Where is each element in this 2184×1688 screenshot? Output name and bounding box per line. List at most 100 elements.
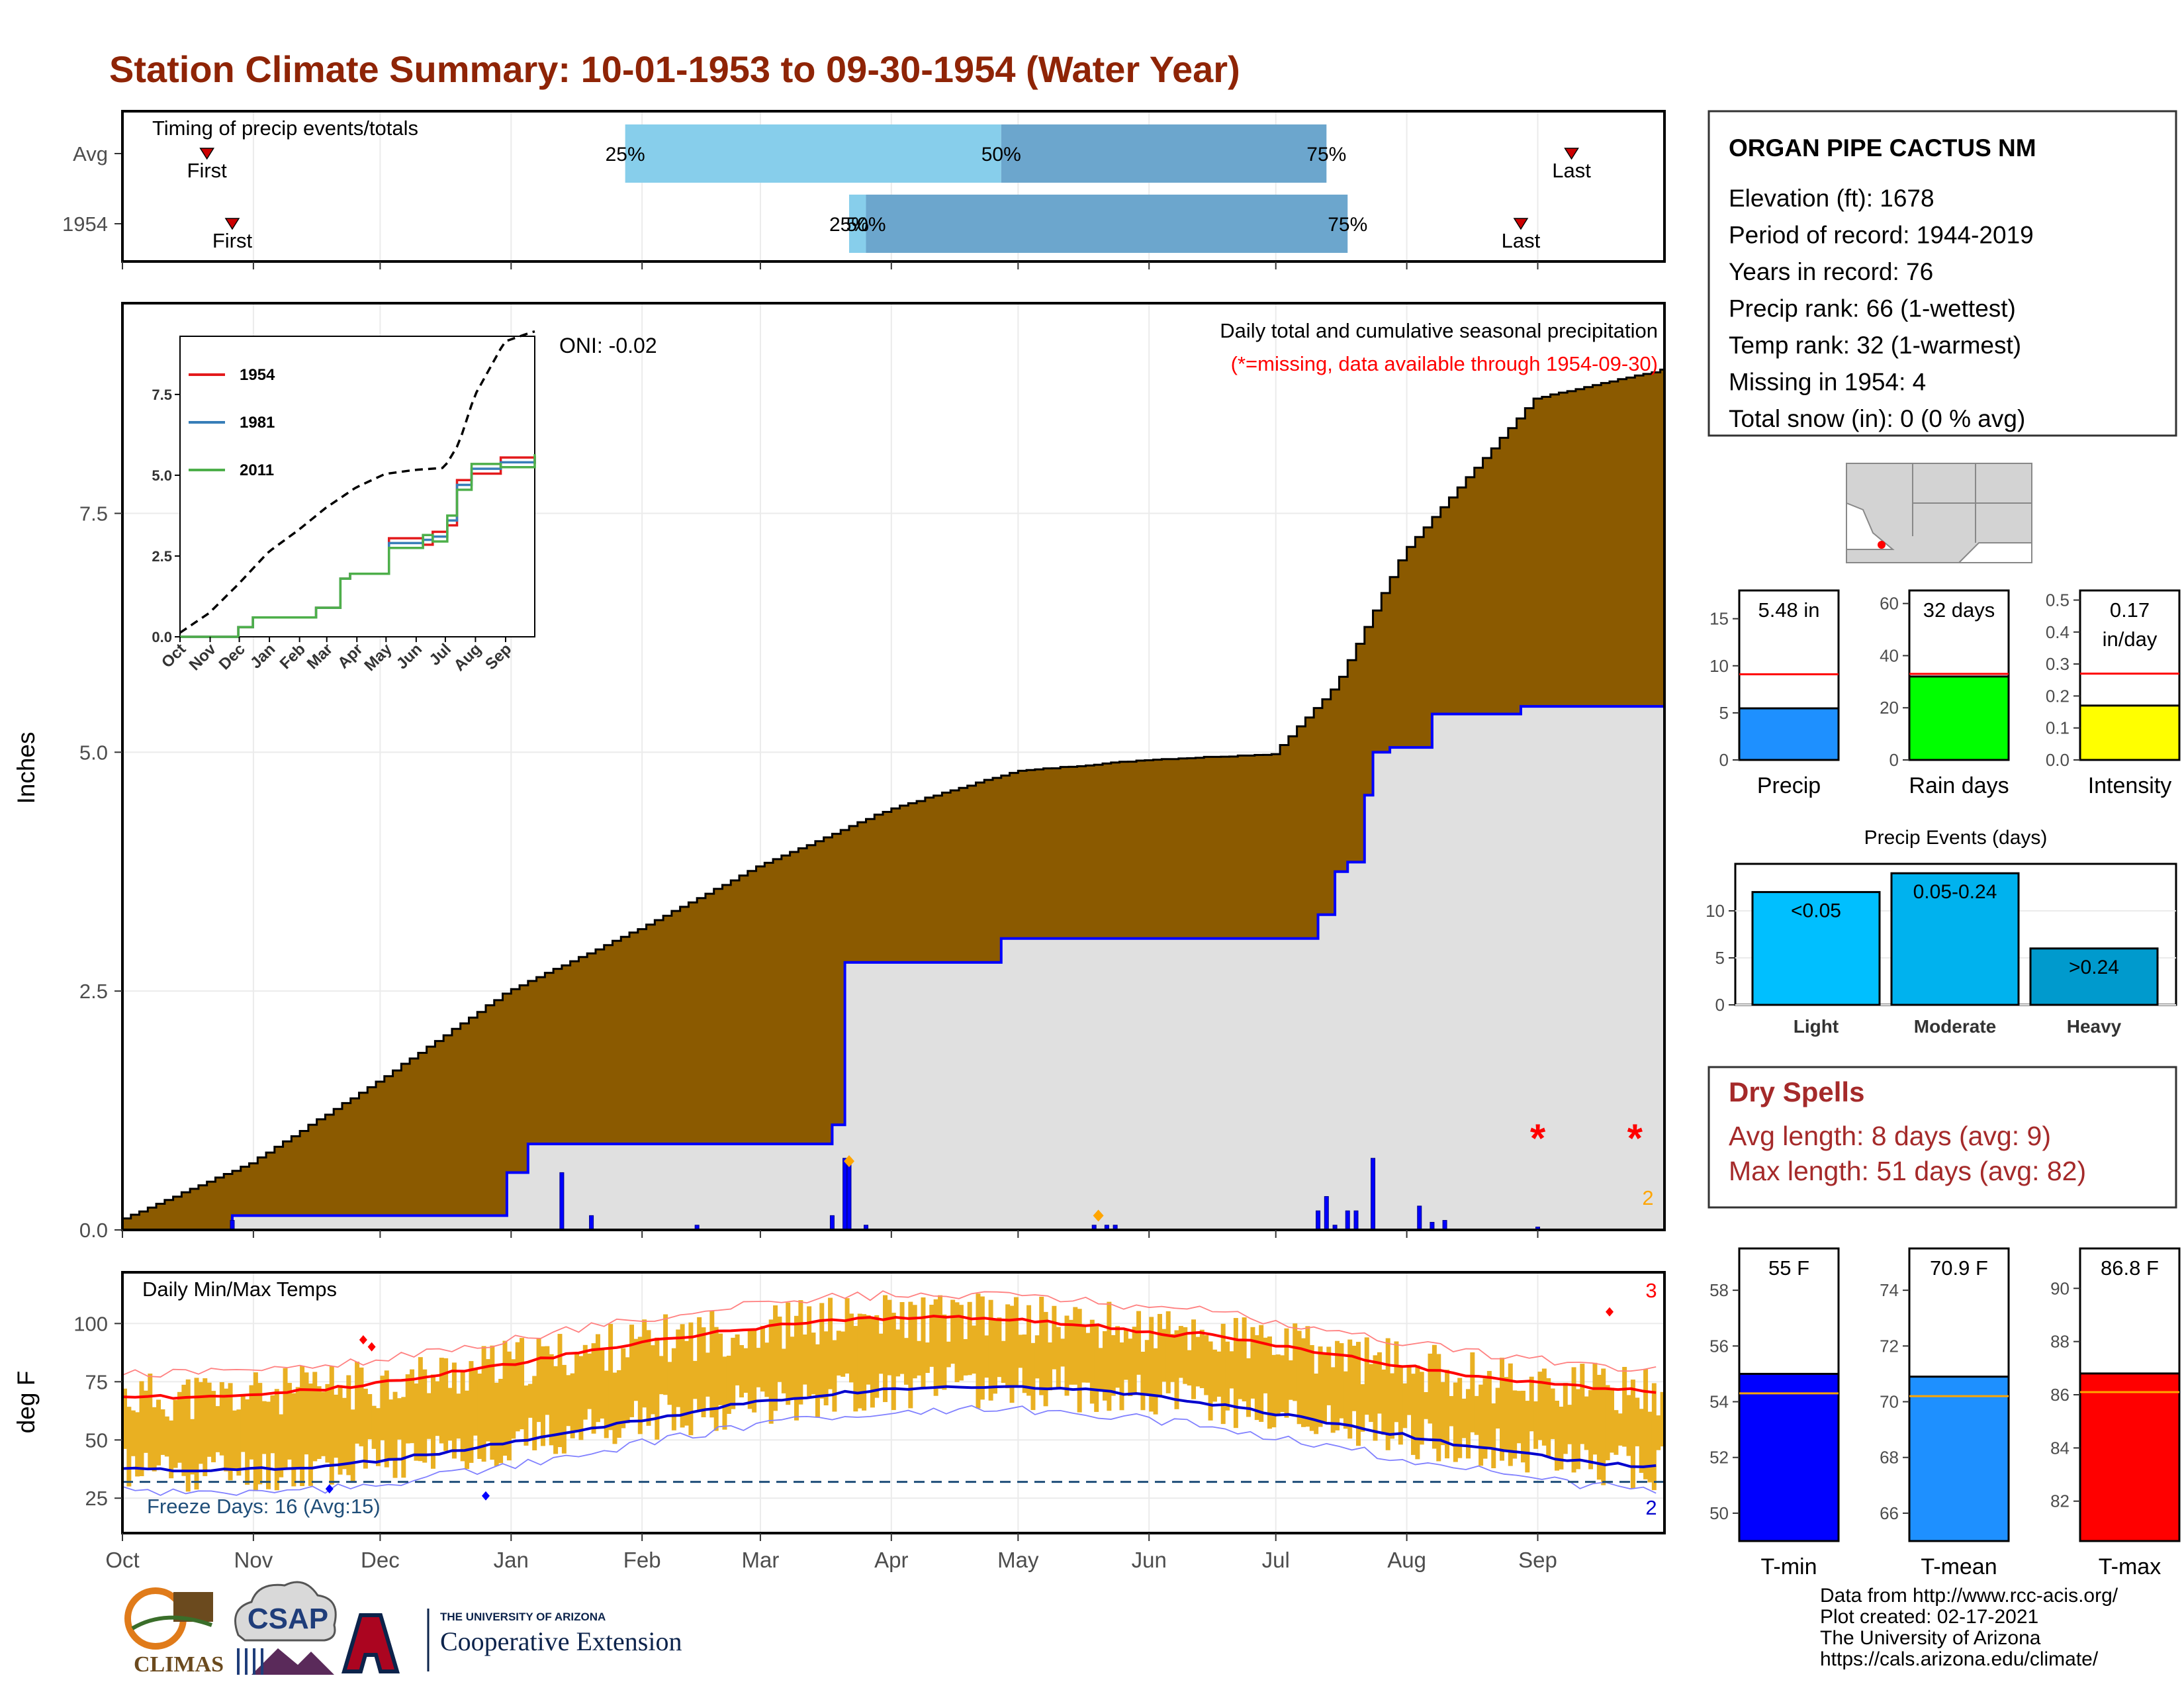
daily-temp-bar	[1005, 1304, 1011, 1389]
daily-temp-bar	[1415, 1365, 1420, 1460]
daily-temp-bar	[304, 1372, 309, 1455]
record-high-marker	[1606, 1307, 1614, 1317]
daily-temp-bar	[527, 1383, 533, 1418]
y-tick-label: 5	[1715, 948, 1725, 968]
y-tick-label: 58	[1709, 1280, 1729, 1300]
daily-temp-bar	[540, 1346, 545, 1446]
daily-temp-bar	[1183, 1327, 1188, 1384]
inset-avg-line	[179, 330, 535, 634]
event-marker	[224, 218, 240, 230]
value-bar	[2079, 704, 2181, 761]
daily-temp-bar	[984, 1335, 989, 1378]
station-info-box: ORGAN PIPE CACTUS NM Elevation (ft): 1678…	[1707, 110, 2177, 437]
daily-temp-bar	[760, 1325, 765, 1392]
daily-temp-bar	[1575, 1389, 1580, 1470]
daily-temp-bar	[1432, 1344, 1437, 1449]
daily-temp-bar	[1339, 1343, 1344, 1419]
daily-temp-bar	[418, 1357, 423, 1462]
category-label: Intensity	[2088, 773, 2172, 798]
daily-temp-bar	[848, 1313, 854, 1383]
daily-temp-bar	[929, 1305, 934, 1367]
station-detail: Temp rank: 32 (1-warmest)	[1729, 332, 2021, 359]
daily-temp-bar	[1318, 1346, 1323, 1427]
daily-temp-bar	[1555, 1401, 1560, 1471]
oni-label: ONI: -0.02	[559, 334, 657, 357]
daily-temp-bar	[1630, 1380, 1635, 1489]
y-tick-label: 75	[85, 1370, 108, 1393]
daily-temp-bar	[321, 1391, 326, 1456]
daily-temp-bar	[1254, 1335, 1259, 1421]
daily-temp-bar	[1187, 1350, 1192, 1386]
daily-temp-bar	[667, 1362, 672, 1405]
daily-temp-bar	[245, 1399, 250, 1485]
category-label: Precip	[1757, 773, 1821, 798]
logos: CLIMAS CSAP THE UNIVERSITY OF ARIZONA Coope…	[124, 1581, 682, 1677]
missing-marker: *	[1530, 1116, 1546, 1160]
daily-temp-bar	[329, 1366, 334, 1485]
daily-temp-bar	[917, 1340, 922, 1376]
daily-temp-bar	[1495, 1387, 1500, 1429]
obs-cumulative-area	[122, 706, 1664, 1230]
y-tick-label: 10	[1709, 656, 1729, 676]
station-detail: Total snow (in): 0 (0 % avg)	[1729, 405, 2025, 432]
daily-precip-bar	[1345, 1210, 1350, 1231]
y-tick-label: 86	[2050, 1385, 2070, 1405]
timing-pct-label: 75%	[1306, 144, 1346, 165]
daily-temp-bar	[549, 1354, 554, 1446]
daily-temp-bar	[1449, 1395, 1454, 1427]
y-tick-label: 84	[2050, 1438, 2070, 1458]
daily-temp-bar	[308, 1383, 313, 1486]
daily-temp-bar	[1149, 1317, 1154, 1412]
daily-temp-bar	[439, 1358, 444, 1444]
daily-temp-bar	[1043, 1311, 1048, 1407]
value-label: 32 days	[1923, 598, 1995, 622]
daily-temp-bar	[532, 1376, 537, 1450]
precip-frame	[121, 302, 1666, 1231]
daily-temp-bar	[1123, 1328, 1128, 1380]
y-tick-label: 0	[1889, 750, 1899, 770]
inset-y-tick: 7.5	[152, 387, 172, 403]
daily-temp-bar	[465, 1390, 470, 1470]
daily-temp-bar	[1343, 1371, 1348, 1429]
daily-temp-bar	[431, 1374, 435, 1469]
daily-temp-bar	[1191, 1319, 1197, 1399]
daily-temp-bar	[768, 1319, 774, 1424]
y-tick-label: 72	[1880, 1336, 1899, 1356]
daily-temp-bar	[1504, 1377, 1509, 1451]
daily-temp-bar	[341, 1397, 347, 1470]
daily-temp-bar	[1559, 1407, 1564, 1470]
daily-temp-bar	[1170, 1334, 1175, 1382]
daily-temp-bar	[828, 1297, 833, 1389]
daily-temp-bar	[1617, 1413, 1623, 1446]
daily-temp-bar	[1288, 1360, 1293, 1400]
daily-temp-bar	[1580, 1364, 1585, 1444]
daily-temp-bar	[841, 1331, 846, 1377]
daily-temp-bar	[130, 1410, 136, 1456]
daily-temp-bar	[1022, 1334, 1027, 1393]
daily-temp-bar	[261, 1401, 267, 1454]
daily-precip-bar	[559, 1172, 565, 1231]
daily-temp-bar	[1465, 1389, 1471, 1459]
y-tick-label: 15	[1709, 609, 1729, 629]
category-label: Rain days	[1909, 773, 2009, 798]
y-tick-label: 0.0	[79, 1219, 108, 1242]
month-label: Mar	[741, 1548, 779, 1572]
daily-temp-bar	[739, 1344, 744, 1397]
daily-temp-bar	[1635, 1397, 1640, 1446]
daily-temp-bar	[350, 1409, 355, 1482]
timing-pct-label: 50%	[846, 214, 886, 236]
temp-stats-panel: 50 52 54 56 58 55 F T-min 66 68 70 72 74 70.9 F T-mea…	[1709, 1247, 2181, 1579]
daily-temp-bar	[1584, 1396, 1589, 1450]
daily-temp-bar	[747, 1330, 752, 1409]
daily-temp-bar	[1322, 1354, 1327, 1423]
events-value-label: 0.05-0.24	[1913, 881, 1997, 903]
daily-temp-bar	[1250, 1327, 1255, 1399]
daily-temp-bar	[206, 1382, 212, 1457]
daily-temp-bar	[232, 1410, 237, 1470]
daily-temp-bar	[819, 1303, 825, 1399]
daily-temp-bar	[1479, 1384, 1484, 1466]
daily-temp-bar	[587, 1353, 592, 1409]
daily-temp-bar	[511, 1359, 516, 1439]
daily-temp-bar	[629, 1325, 635, 1417]
daily-temp-bar	[1195, 1336, 1201, 1387]
